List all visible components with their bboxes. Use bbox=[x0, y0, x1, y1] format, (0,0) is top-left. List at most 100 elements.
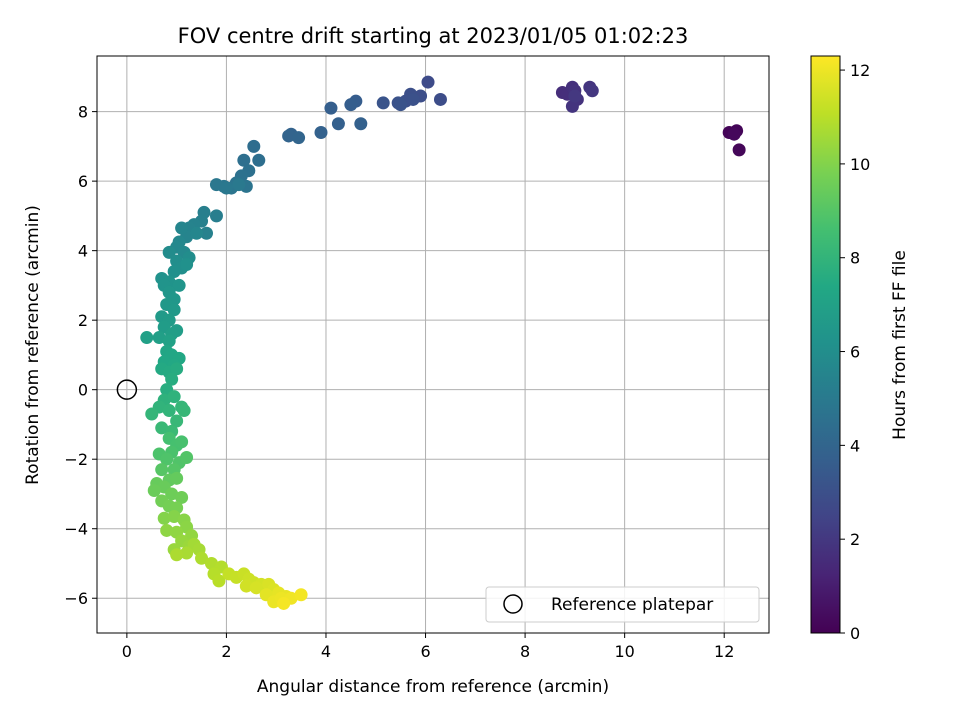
data-point bbox=[155, 421, 169, 435]
data-point bbox=[252, 153, 266, 167]
data-point bbox=[344, 98, 358, 112]
data-point bbox=[165, 487, 179, 501]
data-point bbox=[195, 551, 209, 565]
x-tick-label: 2 bbox=[221, 642, 231, 661]
data-point bbox=[585, 84, 599, 98]
data-point bbox=[170, 362, 184, 376]
data-point bbox=[167, 303, 181, 317]
data-point bbox=[145, 407, 159, 421]
y-tick-label: 0 bbox=[78, 381, 88, 400]
data-point bbox=[155, 463, 169, 477]
data-point bbox=[172, 278, 186, 292]
data-point bbox=[406, 92, 420, 106]
x-tick-label: 4 bbox=[321, 642, 331, 661]
data-point bbox=[247, 139, 261, 153]
x-tick-label: 0 bbox=[122, 642, 132, 661]
x-tick-label: 10 bbox=[614, 642, 634, 661]
data-point bbox=[237, 153, 251, 167]
data-point bbox=[376, 96, 390, 110]
data-point bbox=[157, 511, 171, 525]
data-point bbox=[167, 265, 181, 279]
y-axis-ticks: −6 −4 −2 0 2 4 6 8 bbox=[64, 103, 97, 608]
data-point bbox=[167, 390, 181, 404]
data-point bbox=[394, 98, 408, 112]
colorbar-tick-label: 2 bbox=[850, 530, 860, 549]
y-tick-label: 6 bbox=[78, 172, 88, 191]
colorbar-tick-label: 12 bbox=[850, 61, 870, 80]
legend-marker-icon bbox=[503, 594, 523, 614]
colorbar-tick-label: 4 bbox=[850, 436, 860, 455]
data-point bbox=[421, 75, 435, 89]
data-point bbox=[175, 435, 189, 449]
colorbar-tick-label: 0 bbox=[850, 624, 860, 643]
data-point bbox=[170, 414, 184, 428]
data-point bbox=[162, 245, 176, 259]
plot-frame bbox=[96, 55, 770, 634]
data-point bbox=[180, 258, 194, 272]
x-tick-label: 6 bbox=[420, 642, 430, 661]
data-point bbox=[239, 579, 253, 593]
y-tick-label: 2 bbox=[78, 311, 88, 330]
data-point bbox=[292, 131, 306, 145]
data-point bbox=[170, 548, 184, 562]
data-point bbox=[732, 143, 746, 157]
data-point bbox=[209, 178, 223, 192]
data-point bbox=[277, 596, 291, 610]
reference-point bbox=[116, 379, 138, 400]
legend-entry-reference: Reference platepar bbox=[551, 595, 713, 615]
data-point bbox=[282, 129, 296, 143]
y-axis-label: Rotation from reference (arcmin) bbox=[23, 205, 43, 485]
chart-title: FOV centre drift starting at 2023/01/05 … bbox=[178, 24, 689, 48]
data-point bbox=[152, 331, 166, 345]
colorbar-ticks: 0 2 4 6 8 10 12 bbox=[840, 61, 870, 643]
colorbar bbox=[810, 55, 841, 634]
data-point bbox=[180, 450, 194, 464]
y-tick-label: −2 bbox=[64, 450, 88, 469]
data-point bbox=[190, 226, 204, 240]
colorbar-tick-label: 10 bbox=[850, 155, 870, 174]
data-point bbox=[232, 178, 246, 192]
colorbar-label: Hours from first FF file bbox=[890, 250, 910, 440]
data-point bbox=[167, 510, 181, 524]
y-tick-label: 8 bbox=[78, 103, 88, 122]
data-point bbox=[160, 452, 174, 466]
data-point bbox=[314, 125, 328, 139]
data-point bbox=[433, 92, 447, 106]
data-point bbox=[294, 588, 308, 602]
data-point bbox=[249, 581, 263, 595]
data-point bbox=[331, 117, 345, 131]
legend: Reference platepar bbox=[485, 586, 760, 623]
data-point bbox=[160, 523, 174, 537]
colorbar-tick-label: 8 bbox=[850, 249, 860, 268]
data-point bbox=[162, 334, 176, 348]
data-point bbox=[212, 574, 226, 588]
data-point bbox=[204, 556, 218, 570]
data-point bbox=[568, 89, 582, 103]
data-point bbox=[140, 331, 154, 345]
colorbar-tick-label: 6 bbox=[850, 343, 860, 362]
data-point bbox=[175, 490, 189, 504]
y-tick-label: 4 bbox=[78, 242, 88, 261]
data-point bbox=[175, 221, 189, 235]
data-point bbox=[565, 99, 579, 113]
data-point bbox=[162, 404, 176, 418]
scatter-points bbox=[140, 75, 746, 610]
grid-lines bbox=[97, 56, 769, 633]
data-point bbox=[727, 127, 741, 141]
data-point bbox=[170, 471, 184, 485]
data-point bbox=[180, 546, 194, 560]
x-axis-label: Angular distance from reference (arcmin) bbox=[257, 677, 609, 697]
data-point bbox=[200, 226, 214, 240]
y-tick-label: −6 bbox=[64, 589, 88, 608]
x-tick-label: 12 bbox=[714, 642, 734, 661]
x-tick-label: 8 bbox=[520, 642, 530, 661]
reference-marker bbox=[116, 379, 138, 400]
data-point bbox=[209, 209, 223, 223]
x-axis-ticks: 0 2 4 6 8 10 12 bbox=[122, 633, 734, 661]
data-point bbox=[324, 101, 338, 115]
legend-box bbox=[485, 586, 760, 623]
data-point bbox=[165, 372, 179, 386]
data-point bbox=[177, 404, 191, 418]
data-point bbox=[354, 117, 368, 131]
